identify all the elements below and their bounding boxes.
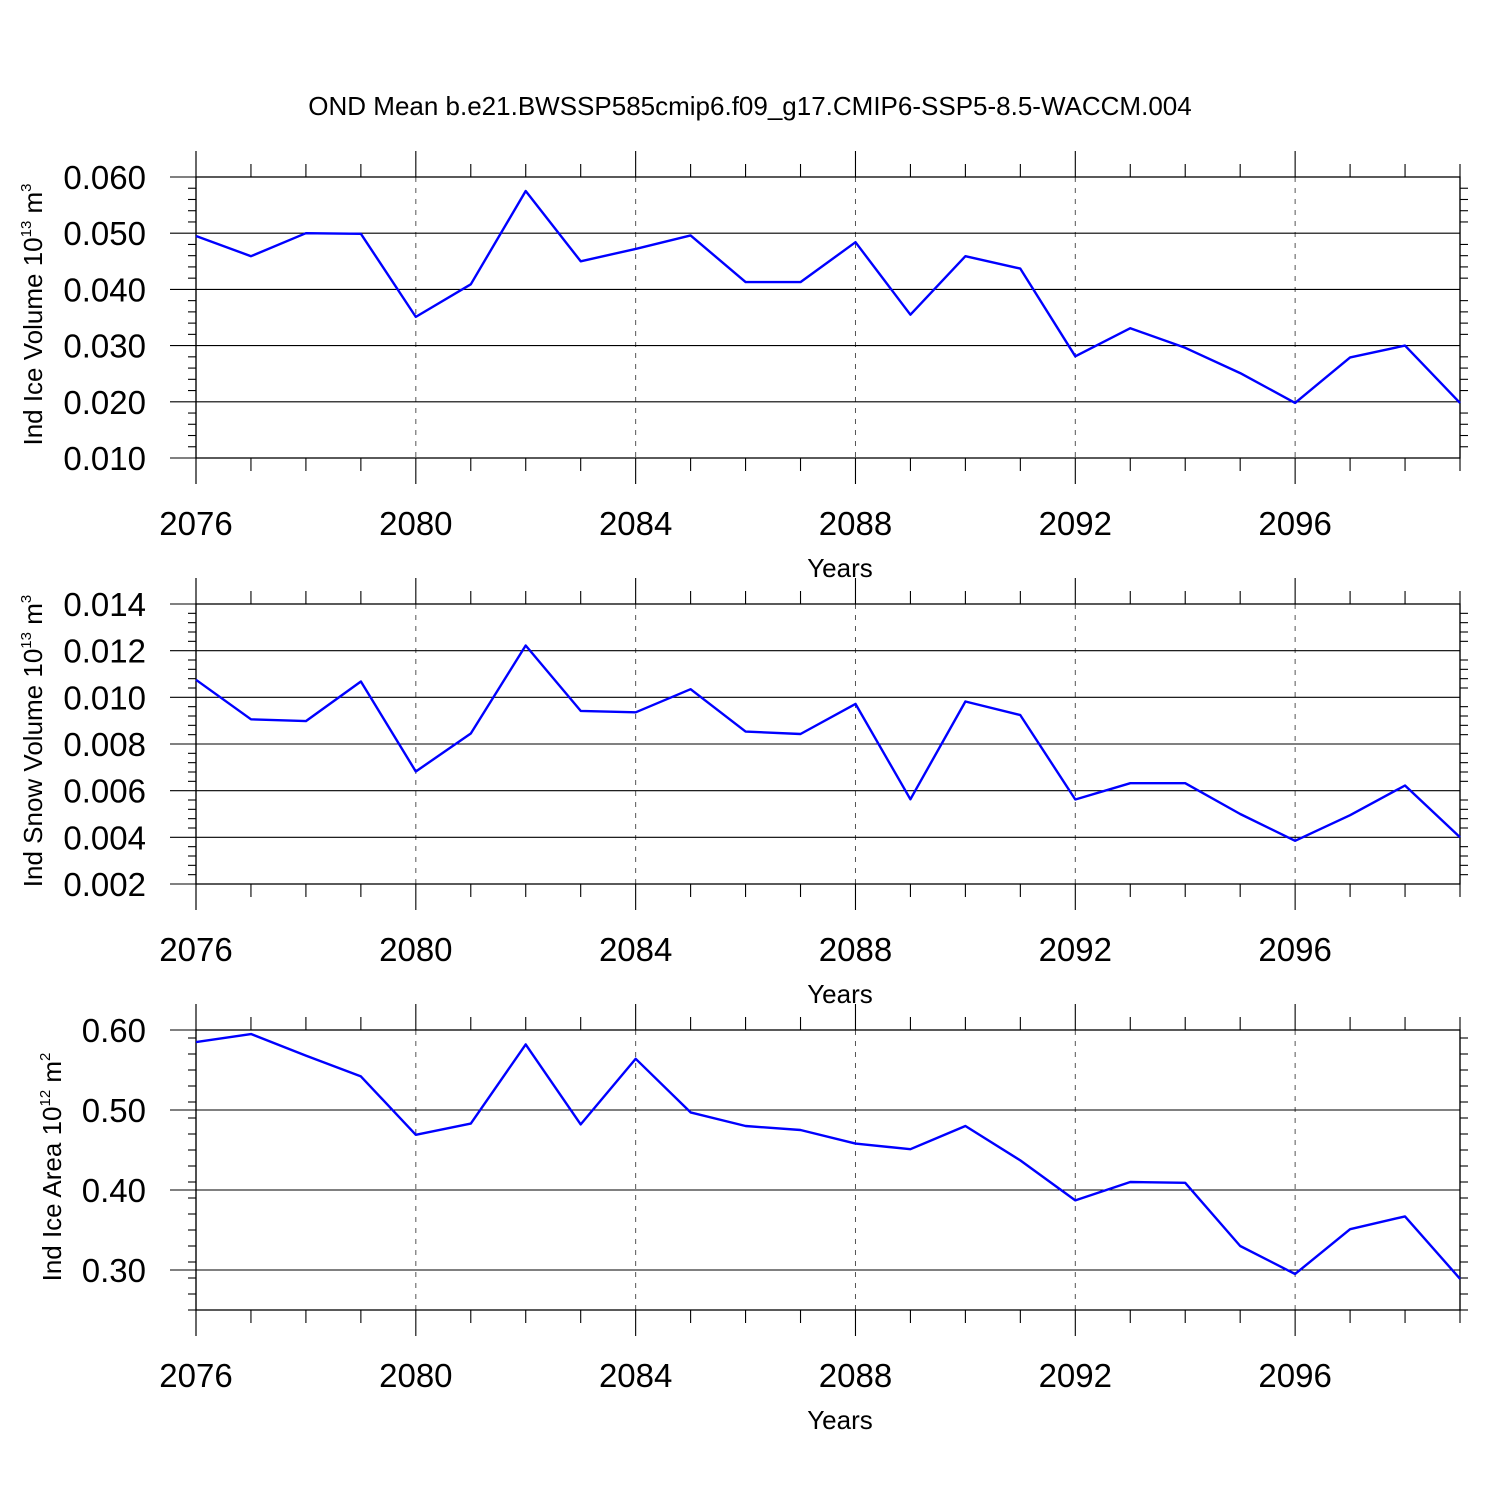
x-tick-label: 2076 (159, 1357, 232, 1394)
x-tick-label: 2076 (159, 931, 232, 968)
y-tick-label: 0.010 (63, 679, 146, 716)
panel-ice-area: 2076 2080 2084 2088 2092 2096 0.30 0.40 0.50 0.60… (37, 1004, 1468, 1435)
grid-lines (415, 177, 1296, 458)
y-axis-label: Ind Ice Area 1012 m2 (37, 1053, 67, 1282)
x-tick-label: 2084 (599, 505, 672, 542)
y-tick-label: 0.010 (63, 440, 146, 477)
y-axis-label: Ind Snow Volume 1013 m3 (18, 595, 48, 887)
y-axis-label: Ind Ice Volume 1013 m3 (18, 183, 48, 445)
x-tick-label: 2096 (1258, 1357, 1331, 1394)
y-tick-label: 0.020 (63, 384, 146, 421)
panel-snow-volume: 2076 2080 2084 2088 2092 2096 0.002 0.004 0.006 0… (18, 578, 1468, 1009)
series-line-ice-volume (195, 189, 1461, 405)
y-tick-label: 0.008 (63, 726, 146, 763)
tick-labels: 2076 2080 2084 2088 2092 2096 0.30 0.40 0.50 0.60 (82, 1012, 1332, 1394)
y-tick-label: 0.006 (63, 773, 146, 810)
y-tick-label: 0.004 (63, 819, 146, 856)
x-tick-label: 2080 (379, 931, 452, 968)
y-tick-label: 0.40 (82, 1172, 146, 1209)
x-tick-label: 2092 (1039, 931, 1112, 968)
x-tick-label: 2080 (379, 1357, 452, 1394)
series-line-snow-volume (195, 644, 1461, 842)
axis-ticks (170, 1004, 1468, 1336)
x-tick-label: 2084 (599, 931, 672, 968)
axis-ticks (170, 578, 1468, 910)
plot-frame (195, 176, 1461, 459)
main-title: OND Mean b.e21.BWSSP585cmip6.f09_g17.CMI… (308, 91, 1191, 121)
x-axis-label: Years (807, 553, 873, 583)
y-tick-label: 0.060 (63, 159, 146, 196)
x-tick-label: 2088 (819, 1357, 892, 1394)
x-tick-label: 2088 (819, 931, 892, 968)
y-tick-label: 0.014 (63, 586, 146, 623)
x-tick-label: 2096 (1258, 505, 1331, 542)
plot-frame (195, 1029, 1461, 1311)
y-tick-label: 0.050 (63, 215, 146, 252)
y-tick-label: 0.30 (82, 1252, 146, 1289)
tick-labels: 2076 2080 2084 2088 2092 2096 0.010 0.020 0.030 0… (63, 159, 1331, 542)
y-tick-label: 0.012 (63, 633, 146, 670)
x-axis-label: Years (807, 979, 873, 1009)
plot-frame (195, 603, 1461, 885)
y-tick-label: 0.030 (63, 328, 146, 365)
y-tick-label: 0.60 (82, 1012, 146, 1049)
y-tick-label: 0.040 (63, 271, 146, 308)
x-tick-label: 2088 (819, 505, 892, 542)
tick-labels: 2076 2080 2084 2088 2092 2096 0.002 0.004 0.006 0… (63, 586, 1331, 968)
x-tick-label: 2076 (159, 505, 232, 542)
x-tick-label: 2096 (1258, 931, 1331, 968)
grid-lines (415, 1030, 1296, 1310)
x-tick-label: 2092 (1039, 1357, 1112, 1394)
y-tick-label: 0.002 (63, 866, 146, 903)
x-tick-label: 2084 (599, 1357, 672, 1394)
x-tick-label: 2092 (1039, 505, 1112, 542)
x-axis-label: Years (807, 1405, 873, 1435)
axis-ticks (170, 151, 1468, 484)
series-line-ice-area (195, 1032, 1461, 1280)
panel-ice-volume: 2076 2080 2084 2088 2092 2096 0.010 0.020 0.030 0… (18, 151, 1468, 583)
y-tick-label: 0.50 (82, 1092, 146, 1129)
x-tick-label: 2080 (379, 505, 452, 542)
